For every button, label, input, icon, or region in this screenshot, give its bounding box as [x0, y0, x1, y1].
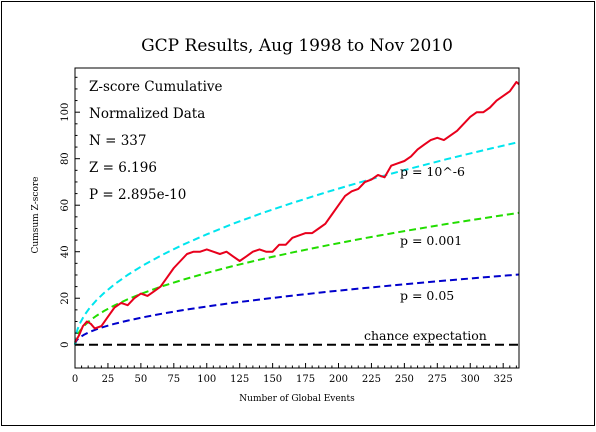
- x-axis: 0 25 50 75 100 125 150 175 200 225 250 275 300 325: [72, 363, 517, 385]
- x-tick-label-7: 175: [296, 374, 315, 385]
- x-tick-label-4: 100: [197, 374, 216, 385]
- x-tick-label-12: 300: [461, 374, 480, 385]
- label-p-0-001: p = 0.001: [400, 233, 462, 248]
- x-tick-label-10: 250: [395, 374, 414, 385]
- y-axis-label: Cumsum Z-score: [31, 176, 41, 253]
- stats-line-z: Z = 6.196: [89, 160, 157, 176]
- x-axis-label: Number of Global Events: [239, 394, 355, 404]
- label-p-1e-6: p = 10^-6: [400, 164, 465, 179]
- stats-line-p: P = 2.895e-10: [89, 187, 186, 203]
- y-tick-label-5: 100: [60, 103, 71, 122]
- stats-line-n: N = 337: [89, 133, 146, 149]
- series-cumulative-zscore: [74, 81, 520, 343]
- stats-line-2: Normalized Data: [89, 106, 205, 122]
- x-tick-label-9: 225: [362, 374, 381, 385]
- x-tick-label-5: 125: [230, 374, 249, 385]
- x-tick-label-8: 200: [329, 374, 348, 385]
- plot-frame: [74, 67, 520, 369]
- y-tick-label-1: 20: [60, 292, 71, 305]
- series-p-0-001: [74, 211, 520, 345]
- x-tick-label-2: 50: [135, 374, 148, 385]
- chart-title: GCP Results, Aug 1998 to Nov 2010: [141, 36, 453, 56]
- x-tick-label-11: 275: [428, 374, 447, 385]
- label-p-0-05: p = 0.05: [400, 288, 454, 303]
- x-tick-label-13: 325: [494, 374, 513, 385]
- x-tick-label-6: 150: [263, 374, 282, 385]
- series-p-0-05: [74, 273, 520, 346]
- x-tick-label-0: 0: [72, 374, 78, 385]
- y-tick-label-4: 80: [60, 152, 71, 165]
- stats-line-1: Z-score Cumulative: [89, 79, 223, 95]
- y-tick-label-3: 60: [60, 199, 71, 212]
- data-layer: [74, 81, 520, 346]
- x-tick-label-1: 25: [102, 374, 115, 385]
- series-p-1e-6: [74, 141, 520, 345]
- y-tick-label-0: 0: [60, 342, 71, 348]
- y-tick-label-2: 40: [60, 245, 71, 258]
- stats-box: Z-score Cumulative Normalized Data N = 3…: [89, 79, 223, 203]
- y-axis: 0 20 40 60 80 100: [60, 76, 80, 348]
- x-tick-label-3: 75: [167, 374, 180, 385]
- label-chance-expectation: chance expectation: [364, 328, 487, 343]
